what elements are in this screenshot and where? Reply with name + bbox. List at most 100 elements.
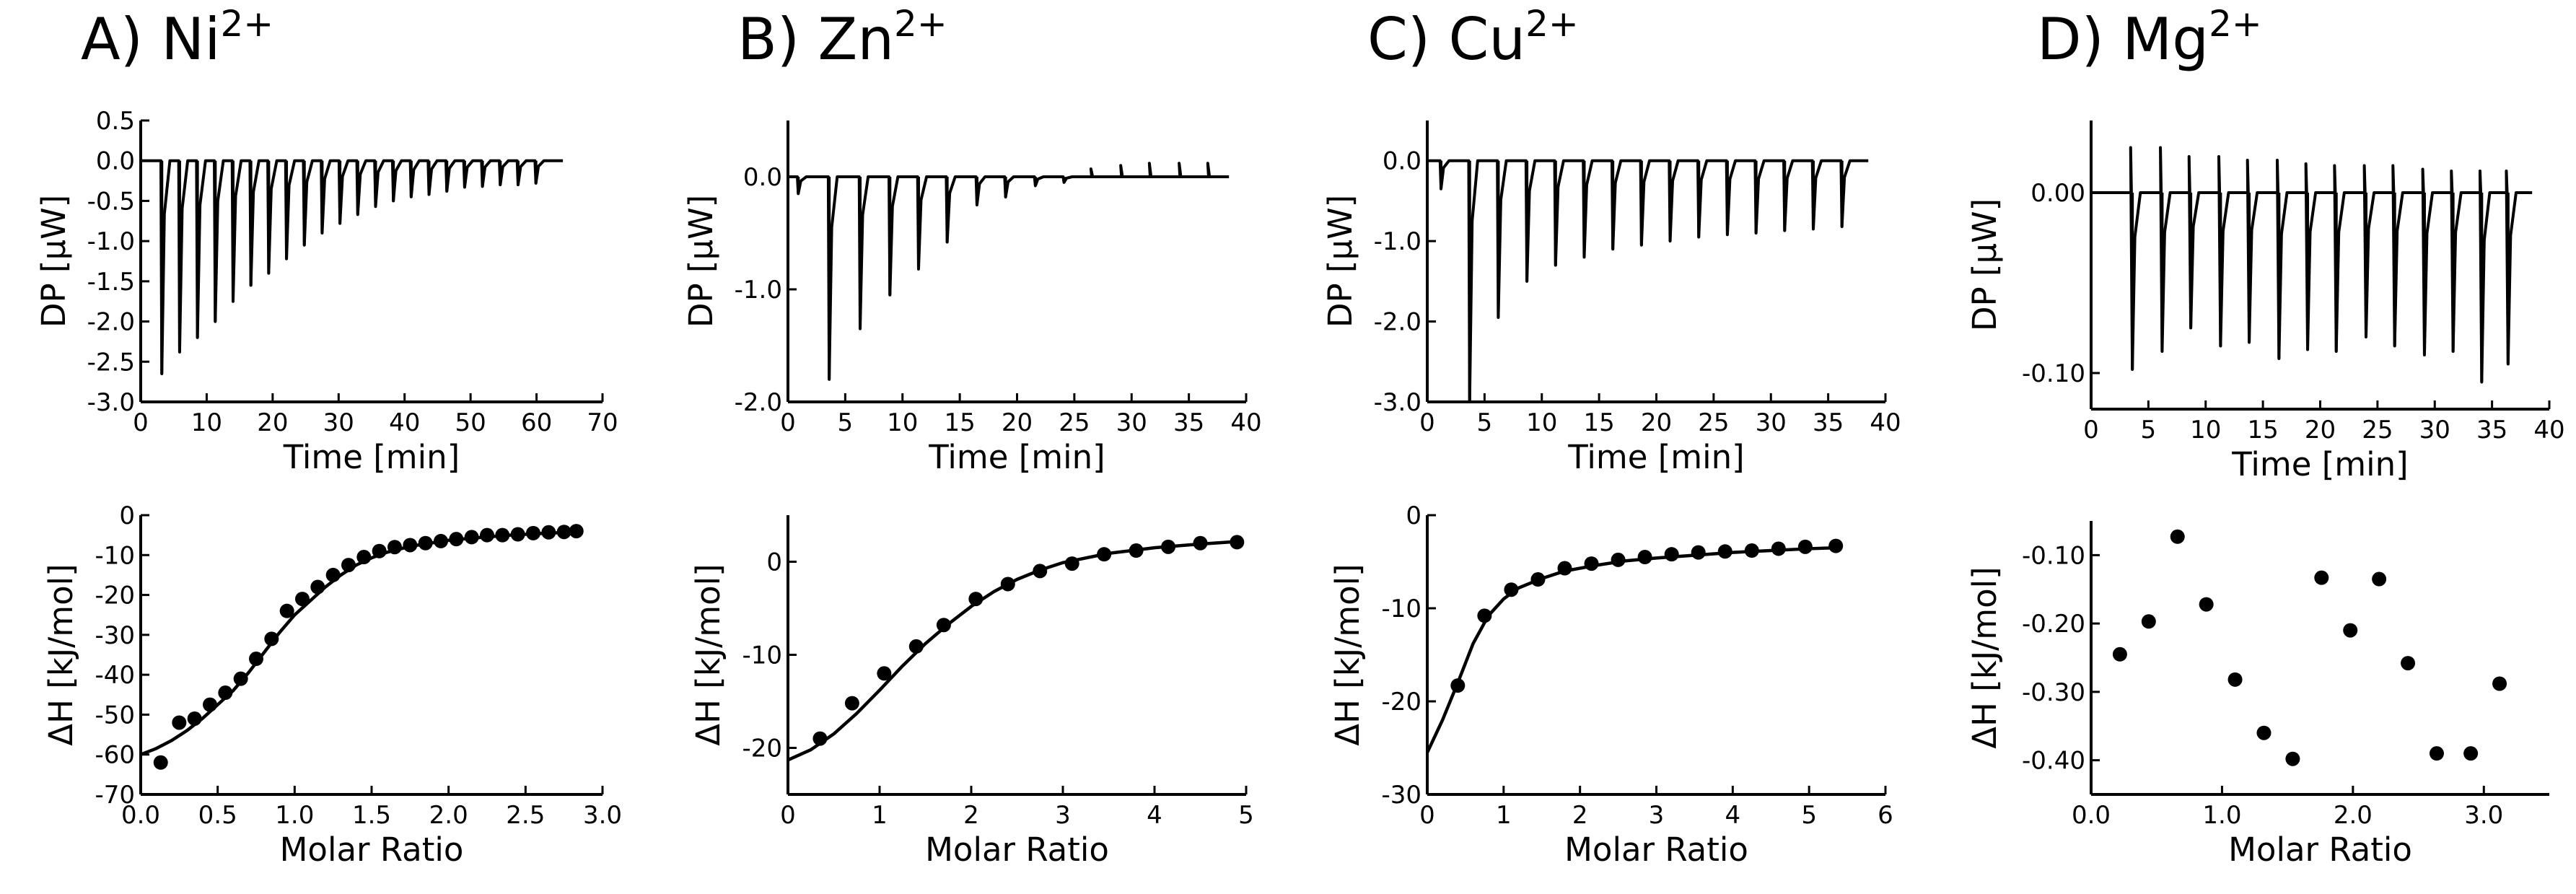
y-tick-label: -1.0 (87, 227, 135, 256)
fit-curve (787, 539, 1242, 762)
x-tick-label: 10 (191, 408, 222, 437)
svg-text:C) Cu2+: C) Cu2+ (1367, 3, 1579, 73)
x-tick-label: 5 (1477, 408, 1493, 437)
data-point (341, 558, 356, 573)
data-point (812, 731, 828, 746)
x-tick-label: 40 (389, 408, 420, 437)
y-axis-label: DP [µW] (682, 195, 720, 328)
data-point (1230, 535, 1245, 550)
data-point (2112, 647, 2127, 662)
x-tick-label: 0 (1419, 408, 1435, 437)
data-point (464, 530, 479, 545)
data-point (1637, 550, 1652, 565)
data-point (2170, 529, 2185, 544)
svg-text:A) Ni2+: A) Ni2+ (81, 3, 273, 73)
data-point (1664, 547, 1679, 562)
x-tick-label: 35 (1813, 408, 1844, 437)
x-tick-label: 20 (1002, 408, 1033, 437)
data-point (1771, 541, 1786, 556)
plot-B-bottom: 0 1 2 3 4 5 0 -10 -20 Molar Ratio ΔH [kJ/mol] (689, 515, 1254, 869)
data-point (218, 685, 233, 701)
y-axis-label: ΔH [kJ/mol] (1966, 566, 2004, 748)
data-point (541, 525, 556, 540)
x-tick-label: 0 (780, 801, 796, 830)
x-tick-label: 35 (2476, 416, 2507, 444)
x-tick-label: 60 (521, 408, 552, 437)
data-point (1504, 582, 1519, 597)
data-point (2256, 725, 2271, 740)
y-tick-label: -3.0 (1374, 388, 1421, 417)
x-axis-label: Time [min] (2231, 445, 2408, 483)
x-axis-label: Molar Ratio (1564, 831, 1748, 869)
panel-title-D: D) Mg2+ (2037, 3, 2262, 73)
x-tick-label: 5 (1238, 801, 1254, 830)
y-tick-label: -70 (95, 781, 135, 810)
data-point (325, 567, 341, 582)
plot-D-top: 0 5 10 15 20 25 30 35 40 0.00 -0.10 Time [min] DP [µ… (1966, 120, 2565, 483)
x-tick-label: 5 (2141, 416, 2157, 444)
data-point (449, 532, 464, 547)
data-point (2199, 597, 2214, 612)
data-point (2285, 751, 2300, 766)
y-axis-label: DP [µW] (1321, 195, 1359, 328)
data-point (1828, 538, 1844, 553)
y-tick-label: -50 (95, 701, 135, 729)
data-point (1129, 543, 1144, 558)
y-tick-label: -10 (95, 541, 135, 570)
x-tick-label: 0.0 (2072, 801, 2111, 830)
ion-symbol: Mg (2122, 6, 2209, 73)
plot-D-bottom: 0.0 1.0 2.0 3.0 -0.10 -0.20 -0.30 -0.40 Molar Ra… (1966, 521, 2549, 869)
data-point (1691, 545, 1706, 560)
data-point (295, 592, 310, 607)
svg-text:D) Mg2+: D) Mg2+ (2037, 3, 2262, 73)
data-point (2401, 656, 2416, 671)
y-axis-label: ΔH [kJ/mol] (42, 564, 80, 745)
x-tick-label: 30 (1756, 408, 1787, 437)
data-point (403, 538, 418, 553)
y-tick-label: 0 (766, 548, 782, 577)
y-tick-label: -1.0 (1374, 227, 1421, 256)
x-tick-label: 0 (2083, 416, 2099, 444)
x-tick-label: 25 (2362, 416, 2393, 444)
data-point (936, 618, 951, 633)
x-axis-label: Molar Ratio (925, 831, 1109, 869)
x-tick-label: 20 (257, 408, 288, 437)
y-axis-label: DP [µW] (1966, 198, 2004, 331)
x-axis-label: Time [min] (928, 438, 1105, 476)
ion-symbol: Zn (818, 6, 895, 73)
x-tick-label: 3 (1649, 801, 1665, 830)
data-point (1161, 539, 1176, 554)
y-tick-label: 0.5 (96, 107, 135, 136)
x-tick-label: 1 (1496, 801, 1512, 830)
x-tick-label: 1.0 (2202, 801, 2241, 830)
x-axis-label: Time [min] (1567, 438, 1744, 476)
ion-symbol: Ni (161, 6, 220, 73)
plot-C-top: 0 5 10 15 20 25 30 35 40 0.0 -1.0 -2.0 -3.0 Time [min… (1321, 120, 1901, 476)
data-point (1033, 564, 1048, 579)
x-tick-label: 30 (323, 408, 354, 437)
data-point (279, 603, 294, 618)
data-point (2429, 746, 2444, 761)
y-tick-label: -0.10 (2022, 359, 2085, 388)
fit-curve (140, 530, 577, 756)
data-point (2343, 623, 2358, 638)
y-tick-label: 0.0 (743, 163, 782, 192)
thermogram-trace (1427, 159, 1869, 403)
x-tick-label: 0.5 (198, 801, 237, 830)
panel-letter: A) (81, 6, 143, 73)
x-tick-label: 1 (872, 801, 888, 830)
y-axis-label: DP [µW] (35, 195, 73, 328)
plot-A-bottom: 0.0 0.5 1.0 1.5 2.0 2.5 3.0 0 -10 -20 -30 -40 -50 -60… (42, 501, 622, 869)
panel-title-A: A) Ni2+ (81, 3, 273, 73)
plot-C-bottom: 0 1 2 3 4 5 6 0 -10 -20 -30 Molar Ratio ΔH [kJ/mol] (1328, 501, 1893, 869)
data-point (233, 671, 248, 686)
x-tick-label: 3.0 (583, 801, 622, 830)
x-tick-label: 15 (944, 408, 975, 437)
data-point (1064, 556, 1079, 571)
data-point (1450, 678, 1466, 693)
data-point (187, 711, 202, 726)
data-point (2141, 614, 2156, 629)
x-tick-label: 2.0 (429, 801, 468, 830)
data-point (569, 524, 584, 539)
x-tick-label: 15 (1583, 408, 1614, 437)
